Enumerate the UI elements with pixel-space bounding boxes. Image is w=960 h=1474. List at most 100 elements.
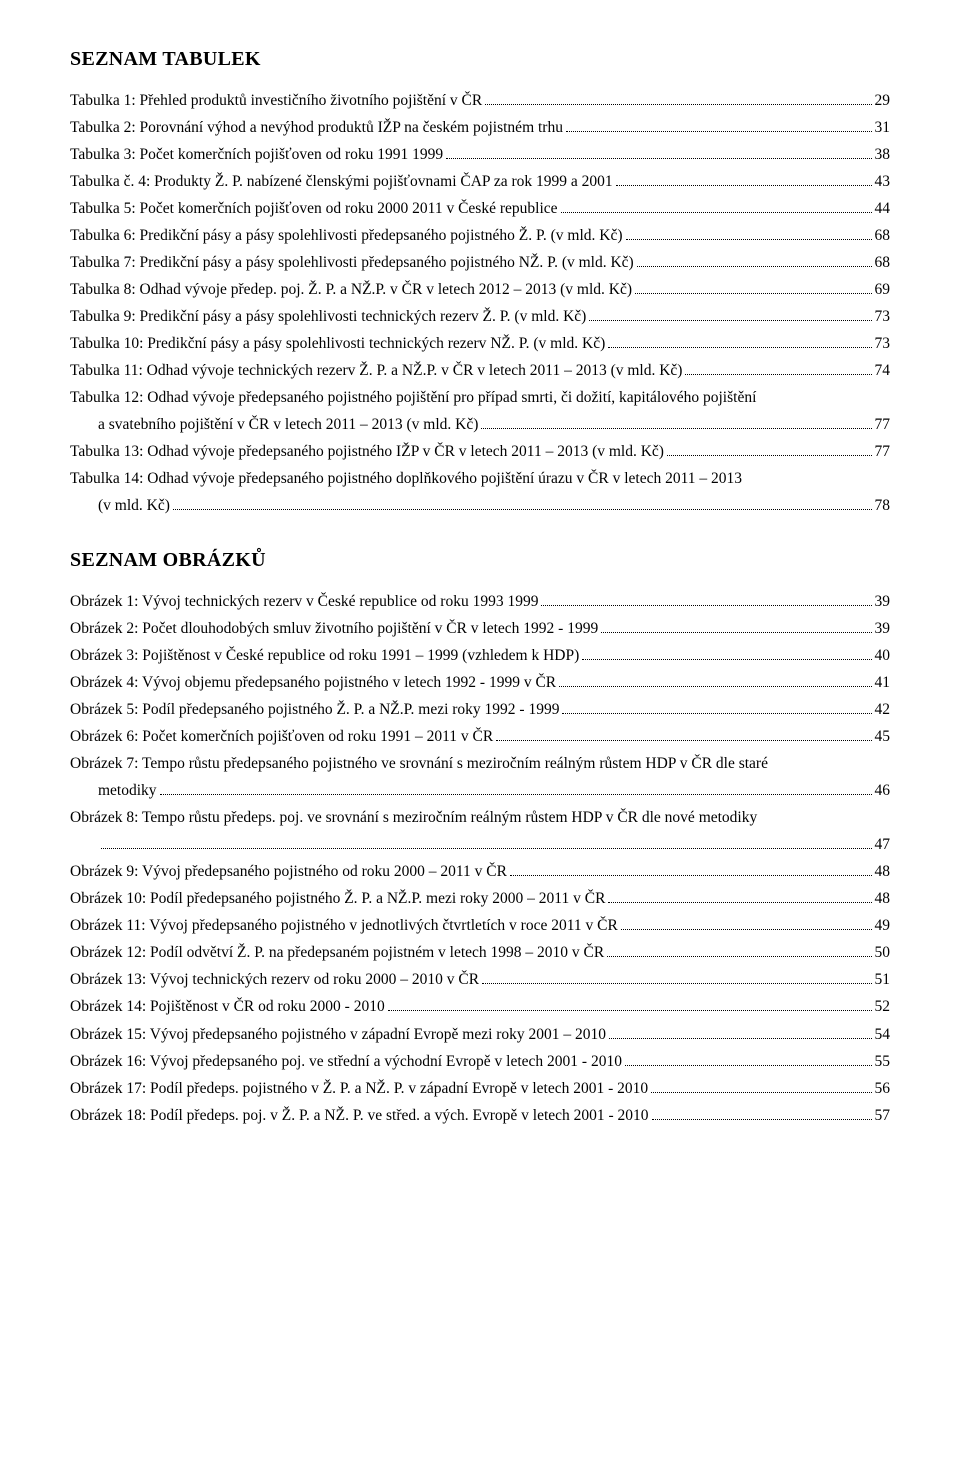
toc-entry-label: Obrázek 1: Vývoj technických rezerv v Če… bbox=[70, 590, 538, 614]
toc-leader-dots bbox=[566, 117, 872, 132]
toc-leader-dots bbox=[635, 279, 872, 294]
page-container: SEZNAM TABULEK Tabulka 1: Přehled produk… bbox=[0, 0, 960, 1179]
toc-leader-dots bbox=[685, 360, 871, 375]
toc-leader-dots bbox=[541, 591, 871, 606]
toc-entry-label: Tabulka 12: Odhad vývoje předepsaného po… bbox=[70, 386, 756, 410]
toc-entry-page: 57 bbox=[875, 1104, 891, 1128]
toc-entry: Obrázek 8: Tempo růstu předeps. poj. ve … bbox=[70, 806, 890, 830]
toc-entry-label: Obrázek 17: Podíl předeps. pojistného v … bbox=[70, 1077, 648, 1101]
toc-entry-page: 73 bbox=[875, 332, 891, 356]
section-spacer bbox=[70, 521, 890, 549]
toc-leader-dots bbox=[582, 645, 871, 660]
toc-entry-label: Obrázek 18: Podíl předeps. poj. v Ž. P. … bbox=[70, 1104, 649, 1128]
toc-entry: Obrázek 2: Počet dlouhodobých smluv živo… bbox=[70, 617, 890, 641]
toc-entry-page: 73 bbox=[875, 305, 891, 329]
toc-leader-dots bbox=[160, 780, 872, 795]
toc-leader-dots bbox=[601, 618, 871, 633]
toc-entry: Tabulka 6: Predikční pásy a pásy spolehl… bbox=[70, 224, 890, 248]
toc-entry-cont: (v mld. Kč)78 bbox=[70, 494, 890, 518]
toc-entry: Obrázek 15: Vývoj předepsaného pojistnéh… bbox=[70, 1023, 890, 1047]
toc-entry: Tabulka 8: Odhad vývoje předep. poj. Ž. … bbox=[70, 278, 890, 302]
toc-entry: Obrázek 9: Vývoj předepsaného pojistného… bbox=[70, 860, 890, 884]
toc-entry: Obrázek 16: Vývoj předepsaného poj. ve s… bbox=[70, 1050, 890, 1074]
toc-entry-label: Obrázek 6: Počet komerčních pojišťoven o… bbox=[70, 725, 493, 749]
toc-leader-dots bbox=[609, 1024, 871, 1039]
toc-entry: Obrázek 4: Vývoj objemu předepsaného poj… bbox=[70, 671, 890, 695]
heading-figures-rest: EZNAM OBRÁZKŮ bbox=[81, 549, 265, 571]
toc-entry-label: Tabulka 9: Predikční pásy a pásy spolehl… bbox=[70, 305, 586, 329]
toc-entry-page: 45 bbox=[875, 725, 891, 749]
toc-entry: Tabulka 7: Predikční pásy a pásy spolehl… bbox=[70, 251, 890, 275]
toc-entry-page: 68 bbox=[875, 224, 891, 248]
toc-entry-page: 29 bbox=[875, 89, 891, 113]
toc-entry: Tabulka 11: Odhad vývoje technických rez… bbox=[70, 359, 890, 383]
toc-leader-dots bbox=[652, 1105, 872, 1120]
toc-leader-dots bbox=[651, 1078, 871, 1093]
toc-entry: Tabulka 14: Odhad vývoje předepsaného po… bbox=[70, 467, 890, 491]
toc-entry-cont: 47 bbox=[70, 833, 890, 857]
toc-leader-dots bbox=[485, 90, 871, 105]
toc-leader-dots bbox=[101, 834, 872, 849]
heading-figures-first: S bbox=[70, 549, 81, 571]
toc-entry: Obrázek 18: Podíl předeps. poj. v Ž. P. … bbox=[70, 1104, 890, 1128]
toc-entry-page: 40 bbox=[875, 644, 891, 668]
toc-entry: Obrázek 13: Vývoj technických rezerv od … bbox=[70, 968, 890, 992]
toc-entry-label: Obrázek 3: Pojištěnost v České republice… bbox=[70, 644, 579, 668]
toc-entry-page: 50 bbox=[875, 941, 891, 965]
toc-entry-page: 77 bbox=[875, 413, 891, 437]
toc-leader-dots bbox=[626, 225, 872, 240]
toc-leader-dots bbox=[589, 306, 871, 321]
toc-entry: Tabulka 13: Odhad vývoje předepsaného po… bbox=[70, 440, 890, 464]
toc-entry: Tabulka 2: Porovnání výhod a nevýhod pro… bbox=[70, 116, 890, 140]
toc-entry-label: Obrázek 16: Vývoj předepsaného poj. ve s… bbox=[70, 1050, 622, 1074]
toc-entry: Obrázek 11: Vývoj předepsaného pojistnéh… bbox=[70, 914, 890, 938]
toc-leader-dots bbox=[607, 943, 871, 958]
toc-entry: Tabulka 5: Počet komerčních pojišťoven o… bbox=[70, 197, 890, 221]
toc-entry-page: 43 bbox=[875, 170, 891, 194]
toc-entry-page: 31 bbox=[875, 116, 891, 140]
toc-entry-label: Obrázek 13: Vývoj technických rezerv od … bbox=[70, 968, 479, 992]
toc-entry-label: Obrázek 4: Vývoj objemu předepsaného poj… bbox=[70, 671, 556, 695]
toc-entry-label: Obrázek 8: Tempo růstu předeps. poj. ve … bbox=[70, 806, 757, 830]
heading-tables-rest: EZNAM TABULEK bbox=[81, 48, 260, 70]
toc-entry: Obrázek 1: Vývoj technických rezerv v Če… bbox=[70, 590, 890, 614]
toc-leader-dots bbox=[559, 672, 871, 687]
toc-entry-page: 39 bbox=[875, 617, 891, 641]
toc-entry-page: 46 bbox=[875, 779, 891, 803]
toc-entry: Obrázek 3: Pojištěnost v České republice… bbox=[70, 644, 890, 668]
toc-entry-label: Tabulka 14: Odhad vývoje předepsaného po… bbox=[70, 467, 742, 491]
toc-entry-page: 78 bbox=[875, 494, 891, 518]
toc-entry-page: 49 bbox=[875, 914, 891, 938]
toc-leader-dots bbox=[637, 252, 872, 267]
toc-entry-label: Tabulka 8: Odhad vývoje předep. poj. Ž. … bbox=[70, 278, 632, 302]
toc-entry: Obrázek 5: Podíl předepsaného pojistného… bbox=[70, 698, 890, 722]
toc-entry: Tabulka 9: Predikční pásy a pásy spolehl… bbox=[70, 305, 890, 329]
toc-entry: Obrázek 12: Podíl odvětví Ž. P. na přede… bbox=[70, 941, 890, 965]
toc-entry-page: 68 bbox=[875, 251, 891, 275]
toc-entry-label: Obrázek 9: Vývoj předepsaného pojistného… bbox=[70, 860, 507, 884]
toc-leader-dots bbox=[481, 414, 871, 429]
toc-entry-page: 77 bbox=[875, 440, 891, 464]
toc-entry: Obrázek 7: Tempo růstu předepsaného poji… bbox=[70, 752, 890, 776]
toc-entry-page: 42 bbox=[875, 698, 891, 722]
toc-entry-label: Tabulka 1: Přehled produktů investičního… bbox=[70, 89, 482, 113]
toc-leader-dots bbox=[562, 699, 871, 714]
toc-entry: Tabulka č. 4: Produkty Ž. P. nabízené čl… bbox=[70, 170, 890, 194]
toc-leader-dots bbox=[482, 970, 871, 985]
section-heading-tables: SEZNAM TABULEK bbox=[70, 48, 890, 71]
toc-entry-cont: metodiky 46 bbox=[70, 779, 890, 803]
toc-list-figures: Obrázek 1: Vývoj technických rezerv v Če… bbox=[70, 590, 890, 1127]
toc-entry-cont: a svatebního pojištění v ČR v letech 201… bbox=[70, 413, 890, 437]
toc-entry-label: Obrázek 11: Vývoj předepsaného pojistnéh… bbox=[70, 914, 618, 938]
toc-entry-label: Obrázek 12: Podíl odvětví Ž. P. na přede… bbox=[70, 941, 604, 965]
toc-entry: Obrázek 17: Podíl předeps. pojistného v … bbox=[70, 1077, 890, 1101]
toc-entry-label: Tabulka 3: Počet komerčních pojišťoven o… bbox=[70, 143, 443, 167]
toc-entry-page: 55 bbox=[875, 1050, 891, 1074]
toc-entry-page: 69 bbox=[875, 278, 891, 302]
toc-entry-label: metodiky bbox=[98, 779, 157, 803]
toc-entry-label: Tabulka 7: Predikční pásy a pásy spolehl… bbox=[70, 251, 634, 275]
toc-leader-dots bbox=[625, 1051, 872, 1066]
toc-entry: Tabulka 1: Přehled produktů investičního… bbox=[70, 89, 890, 113]
toc-entry: Tabulka 3: Počet komerčních pojišťoven o… bbox=[70, 143, 890, 167]
toc-entry-label: a svatebního pojištění v ČR v letech 201… bbox=[98, 413, 478, 437]
